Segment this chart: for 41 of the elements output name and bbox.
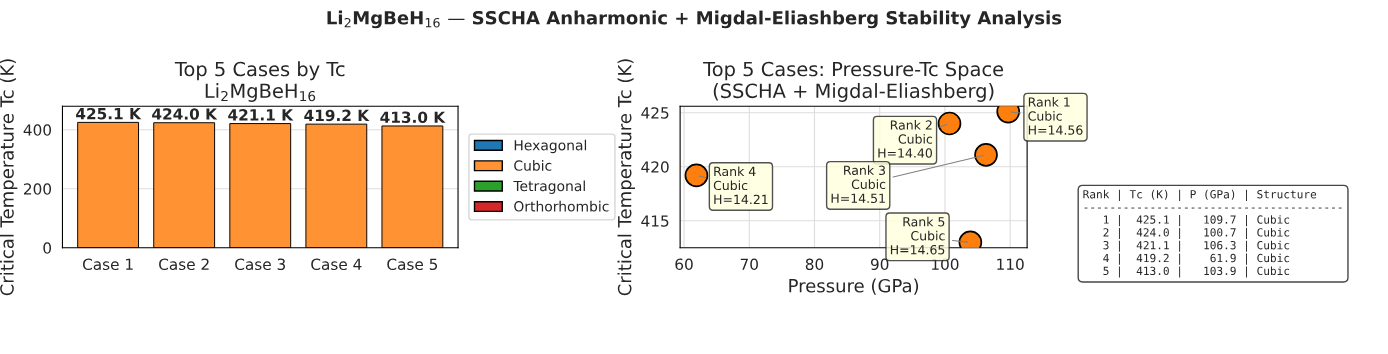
- y-tick-label: 420: [641, 161, 669, 173]
- x-axis-title: Pressure (GPa): [789, 278, 919, 295]
- y-tick-label: 400: [23, 124, 52, 136]
- x-tick-label: Case 2: [159, 258, 209, 271]
- x-tick-label: 100: [932, 258, 959, 271]
- data-label: 419.2 K: [304, 109, 370, 122]
- x-tick-label: 110: [997, 258, 1024, 271]
- text: Li$_{2}$MgBeH$_{16}$ — SSCHA Anharmonic + Migdal-Eliashberg Stability Analysis: [327, 10, 1062, 29]
- y-tick-label: 200: [24, 183, 52, 195]
- x-tick-label: 80: [805, 258, 824, 271]
- legend-label: Hexagonal: [514, 139, 587, 154]
- annotation: Rank 4 Cubic H=14.21: [713, 166, 768, 204]
- annotation: Rank 5 Cubic H=14.65: [890, 216, 945, 255]
- y-tick-label: 425: [641, 107, 669, 119]
- x-tick-label: Case 5: [387, 258, 438, 271]
- x-tick-label: 90: [870, 258, 889, 271]
- point: [937, 111, 962, 136]
- y-tick-label: 415: [641, 215, 669, 227]
- annotation: Rank 1 Cubic H=14.56: [1028, 97, 1083, 135]
- annotation: Rank 3 Cubic H=14.51: [831, 165, 886, 204]
- x-tick-label: 60: [675, 258, 693, 271]
- legend-label: Cubic: [514, 160, 552, 171]
- data-label: 424.0 K: [152, 108, 218, 120]
- y-axis-title: Critical Temperature Tc (K): [617, 59, 635, 296]
- y-tick-label: 0: [43, 242, 52, 254]
- annotation: Rank 2 Cubic H=14.40: [878, 120, 933, 158]
- point: [974, 143, 998, 167]
- x-tick-label: Case 1: [82, 258, 133, 271]
- text: Rank | Tc (K) | P (GPa) | Structure --------------------------------------- 1 | 425.1 | 109.7 | Cubic 2 | 424.0 | 100.7 | Cubic 3 | 421.1 | 106.3 | Cubic 4 | 419.2 | 61.9 | Cubic 5 | 413.0 | 103.9 | Cubic: [1083, 189, 1342, 278]
- chart-title: Top 5 Cases by Tc Li$_{2}$MgBeH$_{16}$: [174, 61, 345, 102]
- data-label: 425.1 K: [76, 107, 142, 120]
- legend-label: Orthorhombic: [514, 200, 609, 212]
- point: [684, 163, 709, 188]
- legend-label: Tetragonal: [513, 180, 585, 194]
- x-tick-label: 70: [740, 258, 758, 271]
- data-label: 421.1 K: [228, 109, 294, 121]
- chart-title: Top 5 Cases: Pressure-Tc Space (SSCHA + Migdal-Eliashberg): [703, 61, 1004, 102]
- y-axis-title: Critical Temperature Tc (K): [0, 59, 18, 296]
- x-tick-label: Case 3: [235, 258, 286, 271]
- x-tick-label: Case 4: [311, 258, 362, 271]
- data-label: 413.0 K: [380, 111, 446, 123]
